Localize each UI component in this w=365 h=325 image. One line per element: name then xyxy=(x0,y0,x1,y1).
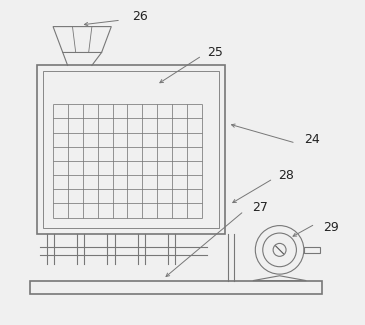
Text: 29: 29 xyxy=(323,221,339,234)
Bar xyxy=(37,65,224,234)
Text: 27: 27 xyxy=(252,201,268,214)
Text: 25: 25 xyxy=(207,46,223,59)
Text: 26: 26 xyxy=(132,10,148,23)
Bar xyxy=(304,247,320,253)
Bar xyxy=(43,71,219,228)
Text: 28: 28 xyxy=(278,169,294,182)
Bar xyxy=(30,280,322,293)
Text: 24: 24 xyxy=(304,133,320,146)
